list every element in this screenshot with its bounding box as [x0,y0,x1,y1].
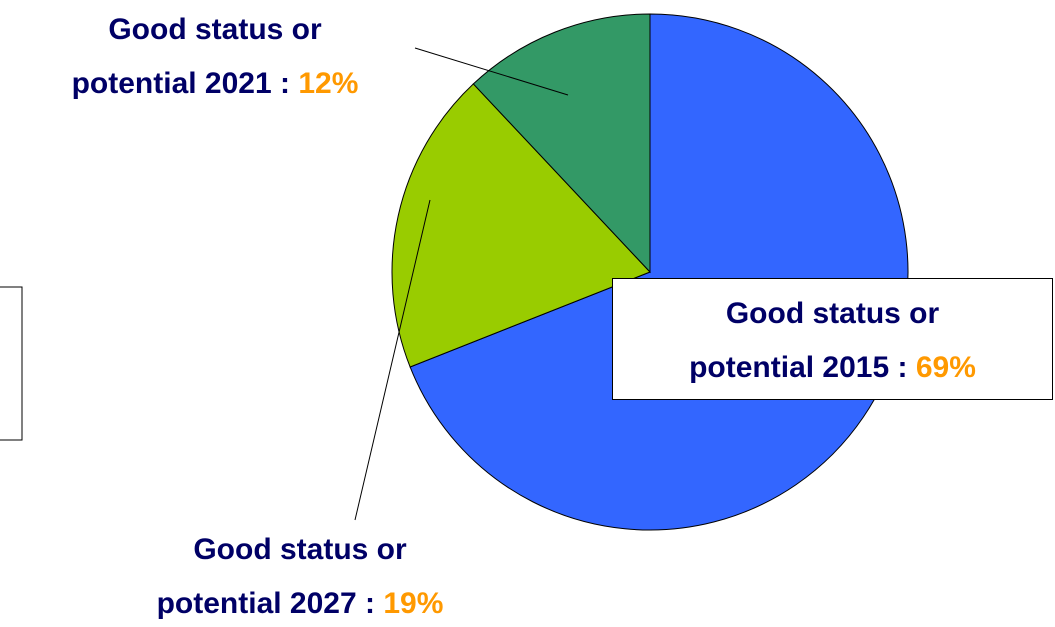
category-label: Good status or potential 2027 : [156,533,407,620]
value-label: 12% [298,67,359,100]
slice-label: Good status or potential 2015 : 69% [612,278,1053,400]
slice-label: Good status or potential 2027 : 19% [70,523,530,627]
pie-slice [472,13,651,274]
side-box [0,286,23,441]
leader-line [414,47,569,96]
pie-slice [391,83,651,368]
leader-line [354,199,431,521]
value-label: 69% [915,351,976,384]
slice-label: Good status or potential 2021 : 12% [0,3,430,111]
category-label: Good status or potential 2021 : [71,13,322,100]
category-label: Good status or potential 2015 : [689,297,940,384]
pie-slice [409,13,909,531]
value-label: 19% [383,587,444,620]
